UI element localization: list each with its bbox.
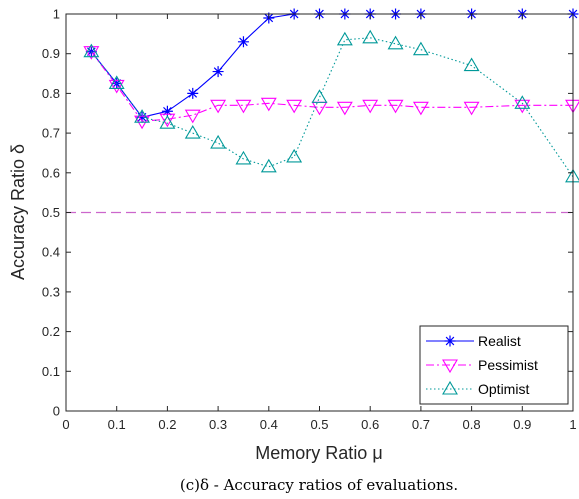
legend-item-optimist: Optimist xyxy=(426,380,529,397)
x-tick-label: 0.7 xyxy=(412,417,430,432)
series-pessimist-point xyxy=(412,101,429,116)
series-pessimist-point xyxy=(260,97,277,112)
series-optimist-line xyxy=(90,37,574,178)
x-tick-label: 1 xyxy=(569,417,576,432)
y-tick-label: 0.3 xyxy=(42,284,60,299)
legend-item-realist: Realist xyxy=(426,333,521,349)
series-pessimist-point xyxy=(463,101,480,116)
y-axis-label: Accuracy Ratio δ xyxy=(8,144,28,280)
legend-label: Pessimist xyxy=(478,357,538,373)
series-optimist-point xyxy=(311,89,328,103)
y-tick-label: 0.4 xyxy=(42,245,60,260)
series-pessimist-point xyxy=(108,79,125,94)
legend-label: Optimist xyxy=(478,381,529,397)
series-pessimist-point xyxy=(387,99,404,114)
series-optimist-point xyxy=(184,125,201,139)
series-realist-point xyxy=(136,111,148,123)
series-optimist-point xyxy=(83,43,100,58)
series-pessimist-point xyxy=(159,113,176,128)
series-optimist xyxy=(83,29,579,183)
y-tick-label: 0.6 xyxy=(42,165,60,180)
x-tick-label: 0.1 xyxy=(108,417,126,432)
series-pessimist-line xyxy=(90,51,573,122)
y-tick-label: 0.7 xyxy=(42,126,60,141)
x-axis-label: Memory Ratio μ xyxy=(255,443,382,463)
series-optimist-point xyxy=(387,35,404,50)
y-tick-label: 0.2 xyxy=(42,324,60,339)
series-optimist-point xyxy=(260,158,277,173)
legend-swatch-marker xyxy=(444,335,456,347)
x-tick-label: 0.5 xyxy=(310,417,328,432)
series-realist-point xyxy=(237,36,249,48)
series-realist-point xyxy=(161,105,173,117)
y-tick-label: 0 xyxy=(53,404,60,419)
y-tick-label: 0.8 xyxy=(42,86,60,101)
series-pessimist-point xyxy=(235,99,252,114)
series-optimist-point xyxy=(108,75,125,90)
y-tick-label: 0.1 xyxy=(42,364,60,379)
figure-caption: (c)δ - Accuracy ratios of evaluations. xyxy=(180,476,458,494)
legend-swatch-marker xyxy=(442,380,458,395)
x-tick-label: 0.4 xyxy=(260,417,278,432)
legend-swatch-marker xyxy=(442,359,458,374)
series-optimist-point xyxy=(286,148,303,163)
y-tick-label: 1 xyxy=(53,7,60,22)
series-optimist-point xyxy=(514,95,531,109)
series-realist-point xyxy=(212,66,224,78)
series-optimist-point xyxy=(362,29,379,44)
x-tick-label: 0.8 xyxy=(463,417,481,432)
x-tick-label: 0.6 xyxy=(361,417,379,432)
series-pessimist xyxy=(83,46,579,130)
series-optimist-point xyxy=(412,41,429,56)
legend-label: Realist xyxy=(478,333,521,349)
legend: Realist Pessimist Optimist xyxy=(419,325,569,405)
x-tick-label: 0 xyxy=(62,417,69,432)
series-pessimist-point xyxy=(184,109,201,124)
y-tick-label: 0.5 xyxy=(42,205,60,220)
series-pessimist-point xyxy=(514,99,531,114)
series-optimist-point xyxy=(235,150,252,165)
series-optimist-point xyxy=(159,115,176,129)
x-tick-label: 0.9 xyxy=(513,417,531,432)
series-realist-point xyxy=(187,87,199,99)
y-tick-label: 0.9 xyxy=(42,46,60,61)
series-optimist-point xyxy=(463,57,480,72)
legend-item-pessimist: Pessimist xyxy=(426,357,538,374)
series-pessimist-point xyxy=(286,99,303,114)
x-tick-label: 0.3 xyxy=(209,417,227,432)
series-pessimist-point xyxy=(336,101,353,116)
series-optimist-point xyxy=(336,31,353,46)
series-optimist-point xyxy=(210,134,227,149)
x-tick-label: 0.2 xyxy=(158,417,176,432)
series-optimist-point xyxy=(134,109,151,123)
series-pessimist-point xyxy=(210,99,227,114)
ticks-layer: 0 0.1 0.2 0.3 0.4 0.5 0.6 0.7 0.8 0.9 1 0 0.1 0.2 0.3 0… xyxy=(42,7,577,433)
series-pessimist-point xyxy=(362,99,379,114)
series-pessimist-point xyxy=(83,46,100,60)
